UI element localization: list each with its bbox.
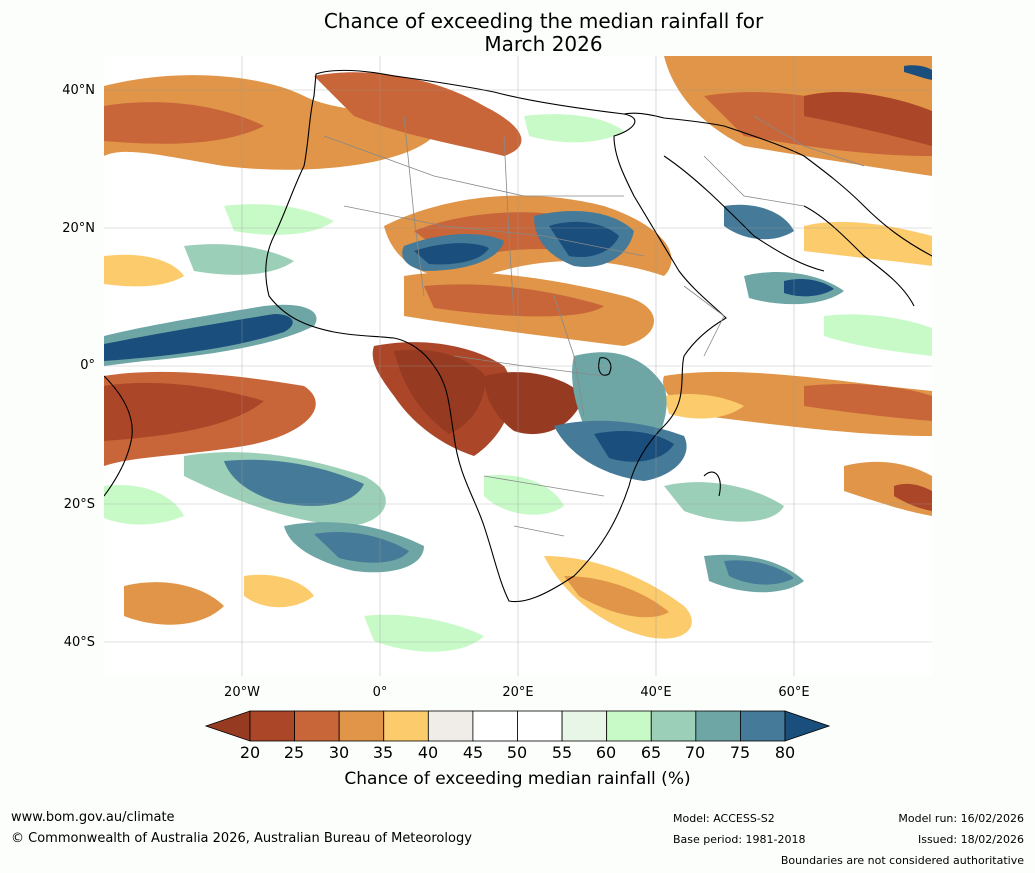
colorbar-tick-75: 75 xyxy=(729,743,751,762)
model-text: Model: ACCESS-S2 xyxy=(673,812,775,825)
colorbar-segment xyxy=(249,710,295,742)
lat-label-40s: 40°S xyxy=(63,635,95,650)
colorbar-tick-80: 80 xyxy=(774,743,796,762)
colorbar-segment xyxy=(383,710,429,742)
model-run-text: Model run: 16/02/2026 xyxy=(898,812,1024,825)
rainfall-map xyxy=(104,56,932,676)
copyright-text: © Commonwealth of Australia 2026, Austra… xyxy=(11,831,472,846)
colorbar-segment xyxy=(427,710,474,742)
colorbar-tick-40: 40 xyxy=(417,743,439,762)
wet-anomaly-regions xyxy=(104,65,932,652)
colorbar-segment xyxy=(338,710,385,742)
issued-text: Issued: 18/02/2026 xyxy=(917,833,1024,846)
country-boundaries xyxy=(323,115,865,537)
gridlines xyxy=(104,56,932,676)
website-link[interactable]: www.bom.gov.au/climate xyxy=(11,810,175,825)
colorbar xyxy=(205,710,830,742)
colorbar-segment xyxy=(606,710,652,742)
lon-label-20w: 20°W xyxy=(224,685,260,700)
colorbar-segment xyxy=(695,710,741,742)
lon-label-20e: 20°E xyxy=(502,685,534,700)
lat-label-40n: 40°N xyxy=(62,83,95,98)
colorbar-segment xyxy=(740,710,786,742)
disclaimer-text: Boundaries are not considered authoritat… xyxy=(780,854,1024,867)
lat-label-20s: 20°S xyxy=(63,497,95,512)
colorbar-segment xyxy=(472,710,518,742)
lon-label-60e: 60°E xyxy=(778,685,810,700)
colorbar-over-arrow xyxy=(784,710,830,742)
colorbar-tick-30: 30 xyxy=(328,743,350,762)
colorbar-segment xyxy=(561,710,608,742)
lat-label-20n: 20°N xyxy=(62,221,95,236)
colorbar-tick-50: 50 xyxy=(506,743,528,762)
colorbar-tick-25: 25 xyxy=(283,743,305,762)
colorbar-tick-20: 20 xyxy=(239,743,261,762)
colorbar-tick-70: 70 xyxy=(684,743,706,762)
colorbar-segment xyxy=(650,710,697,742)
colorbar-tick-60: 60 xyxy=(595,743,617,762)
colorbar-label: Chance of exceeding median rainfall (%) xyxy=(344,769,691,789)
coastlines xyxy=(104,69,932,603)
base-period-text: Base period: 1981-2018 xyxy=(673,833,806,846)
lat-label-0: 0° xyxy=(80,358,95,373)
chart-title-line-1: Chance of exceeding the median rainfall … xyxy=(323,9,764,33)
lon-label-40e: 40°E xyxy=(640,685,672,700)
colorbar-tick-65: 65 xyxy=(640,743,662,762)
colorbar-tick-55: 55 xyxy=(551,743,573,762)
chart-title-line-2: March 2026 xyxy=(484,32,603,56)
lon-label-0: 0° xyxy=(372,685,388,700)
colorbar-tick-45: 45 xyxy=(462,743,484,762)
colorbar-segment xyxy=(294,710,340,742)
colorbar-segment xyxy=(517,710,563,742)
colorbar-under-arrow xyxy=(205,710,251,742)
colorbar-tick-35: 35 xyxy=(372,743,394,762)
